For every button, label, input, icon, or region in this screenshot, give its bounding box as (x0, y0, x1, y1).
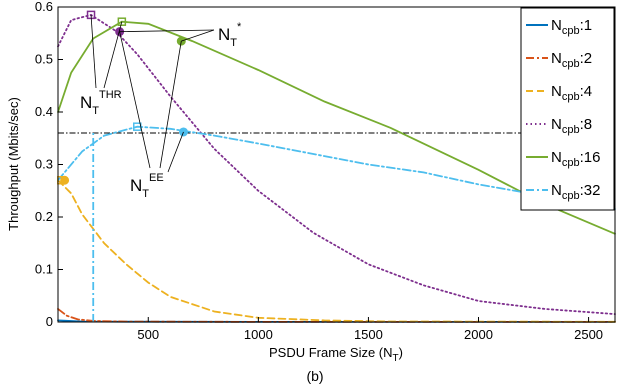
annotation-nt-star: NT* (218, 21, 242, 49)
series-line-ncpb-32 (57, 125, 616, 210)
x-axis-label: PSDU Frame Size (NT) (269, 345, 403, 364)
series-line-ncpb-4 (57, 179, 616, 323)
legend-entry: Ncpb:8 (551, 116, 592, 136)
annotation-callout-line (159, 41, 182, 169)
x-tick-label: 500 (137, 327, 159, 342)
y-tick-label: 0.5 (35, 52, 53, 67)
legend-entry: Ncpb:4 (551, 83, 592, 103)
annotation-callout-line (90, 14, 97, 89)
y-tick-label: 0 (46, 314, 53, 329)
y-tick-label: 0.2 (35, 209, 53, 224)
marker-circle (60, 175, 70, 185)
legend-box (520, 7, 615, 211)
annotation-callout-line (119, 29, 215, 33)
x-tick-label: 2000 (464, 327, 493, 342)
legend-entry: Ncpb:32 (551, 182, 600, 202)
x-tick-label: 1000 (244, 327, 273, 342)
annotation-nt-ee: NTEE (130, 172, 164, 200)
annotation-callout-line (103, 21, 123, 89)
y-axis-label: Throughput (Mbits/sec) (6, 97, 21, 231)
legend-entry: Ncpb:16 (551, 149, 600, 169)
annotation-callout-line (167, 131, 184, 173)
figure-caption: (b) (306, 368, 323, 384)
legend-entry: Ncpb:2 (551, 50, 592, 70)
annotation-callout-line (119, 31, 151, 169)
legend-entry: Ncpb:1 (551, 17, 592, 37)
y-tick-label: 0.3 (35, 157, 53, 172)
y-tick-label: 0.6 (35, 0, 53, 14)
y-tick-label: 0.1 (35, 262, 53, 277)
x-tick-label: 2500 (574, 327, 603, 342)
y-tick-label: 0.4 (35, 104, 53, 119)
annotation-callout-line (181, 29, 215, 42)
marker-square (117, 17, 127, 26)
series-line-ncpb-16 (57, 20, 616, 235)
x-tick-label: 1500 (354, 327, 383, 342)
annotation-nt-thr: NTTHR (80, 89, 122, 117)
